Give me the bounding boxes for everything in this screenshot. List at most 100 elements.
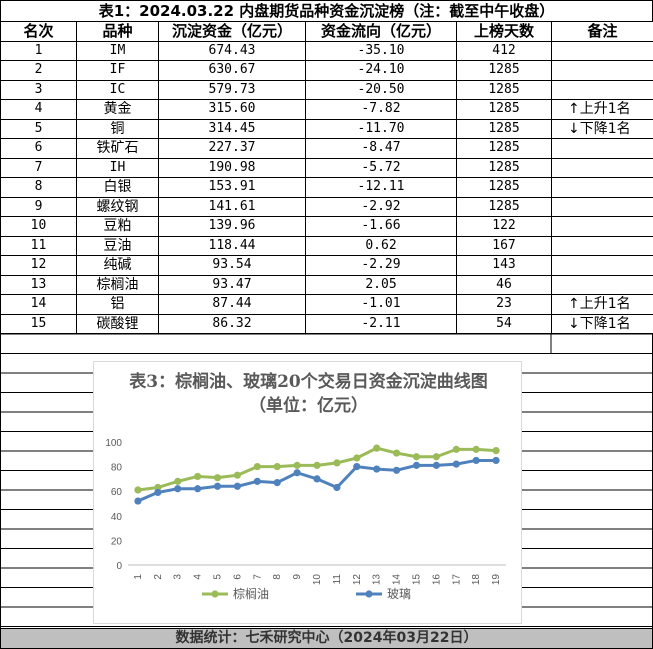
table-row: 5 铜 314.45 -11.70 1285 ↓下降1名: [0, 118, 653, 139]
y-tick-label: 20: [111, 536, 123, 547]
capital-cell: 139.96: [158, 216, 306, 237]
capital-cell: 87.44: [158, 294, 306, 315]
data-point: [412, 453, 421, 461]
rank-cell: 11: [0, 235, 77, 256]
flow-cell: -24.10: [305, 60, 457, 81]
capital-cell: 227.37: [158, 138, 306, 159]
remark-cell: ↓下降1名: [551, 118, 653, 139]
capital-cell: 153.91: [158, 177, 306, 198]
capital-cell: 118.44: [158, 235, 306, 256]
table-row: 13 棕榈油 93.47 2.05 46: [0, 274, 653, 295]
data-point: [452, 460, 460, 468]
remark-cell: [551, 235, 653, 256]
table-title: 表1：2024.03.22 内盘期货品种资金沉淀榜（注：截至中午收盘）: [0, 0, 653, 21]
x-tick-label: 2: [153, 574, 164, 580]
table-row: 6 铁矿石 227.37 -8.47 1285: [0, 138, 653, 159]
x-tick-label: 13: [372, 574, 383, 586]
data-point: [134, 497, 142, 505]
data-point: [472, 456, 480, 465]
table-row: 9 螺纹钢 141.61 -2.92 1285: [0, 196, 653, 217]
chart-panel: 表3：棕榈油、玻璃20个交易日资金沉淀曲线图（单位：亿元） 0 20 40 60 80 1…: [93, 361, 522, 624]
x-tick-label: 18: [471, 574, 482, 586]
variety-cell: 黄金: [76, 99, 159, 120]
rank-cell: 13: [0, 274, 77, 295]
y-tick-label: 60: [111, 487, 123, 498]
variety-cell: 豆粕: [76, 216, 159, 237]
capital-cell: 86.32: [158, 313, 306, 334]
chart-title: 表3：棕榈油、玻璃20个交易日资金沉淀曲线图（单位：亿元）: [129, 372, 488, 416]
data-point: [492, 447, 500, 455]
table-row: 3 IC 579.73 -20.50 1285: [0, 79, 653, 100]
x-tick-label: 9: [292, 574, 303, 580]
flow-cell: -2.92: [305, 196, 457, 217]
days-cell: 54: [456, 313, 552, 334]
x-tick-label: 3: [173, 574, 184, 580]
data-point: [412, 461, 421, 469]
legend-label: 棕榈油: [233, 586, 269, 601]
x-tick-label: 15: [411, 574, 422, 586]
data-point: [392, 466, 401, 474]
data-point: [313, 475, 321, 483]
ranking-table: 名次 品种 沉淀资金（亿元） 资金流向（亿元） 上榜天数 备注 1 IM 674.4…: [0, 21, 653, 334]
capital-cell: 674.43: [158, 40, 306, 61]
table-row: 10 豆粕 139.96 -1.66 122: [0, 216, 653, 237]
rank-cell: 14: [0, 294, 77, 315]
rank-cell: 8: [0, 177, 77, 198]
data-point: [174, 485, 182, 493]
data-point: [313, 461, 321, 469]
days-cell: 412: [456, 40, 552, 61]
variety-cell: 棕榈油: [76, 274, 159, 295]
data-point: [273, 463, 281, 471]
table-row: 7 IH 190.98 -5.72 1285: [0, 157, 653, 178]
variety-cell: IF: [76, 60, 159, 81]
days-cell: 1285: [456, 157, 552, 178]
variety-cell: IH: [76, 157, 159, 178]
capital-cell: 314.45: [158, 118, 306, 139]
data-point: [213, 474, 222, 482]
variety-cell: 纯碱: [76, 255, 159, 276]
rank-cell: 2: [0, 60, 77, 81]
variety-cell: 铝: [76, 294, 159, 315]
capital-cell: 141.61: [158, 196, 306, 217]
rank-cell: 5: [0, 118, 77, 139]
data-point: [253, 463, 261, 471]
data-point: [392, 449, 401, 457]
x-tick-label: 4: [193, 574, 204, 580]
flow-cell: -5.72: [305, 157, 457, 178]
variety-cell: 白银: [76, 177, 159, 198]
capital-cell: 315.60: [158, 99, 306, 120]
flow-cell: 2.05: [305, 274, 457, 295]
x-tick-label: 11: [332, 574, 343, 585]
x-tick-label: 1: [133, 574, 144, 580]
x-tick-label: 7: [252, 574, 263, 580]
capital-cell: 630.67: [158, 60, 306, 81]
days-cell: 1285: [456, 196, 552, 217]
table-row: 14 铝 87.44 -1.01 23 ↑上升1名: [0, 294, 653, 315]
table-header-row: 名次 品种 沉淀资金（亿元） 资金流向（亿元） 上榜天数 备注: [0, 21, 653, 42]
data-point: [373, 465, 381, 473]
capital-cell: 579.73: [158, 79, 306, 100]
data-point: [134, 486, 142, 494]
table-row: 4 黄金 315.60 -7.82 1285 ↑上升1名: [0, 99, 653, 120]
data-point: [432, 453, 440, 461]
remark-cell: [551, 255, 653, 276]
data-point: [293, 469, 301, 477]
flow-cell: -11.70: [305, 118, 457, 139]
flow-cell: -2.29: [305, 255, 457, 276]
legend-swatch-marker: [365, 590, 373, 598]
y-tick-label: 80: [111, 463, 123, 474]
remark-cell: ↑上升1名: [551, 294, 653, 315]
rank-cell: 4: [0, 99, 77, 120]
variety-cell: IC: [76, 79, 159, 100]
days-cell: 167: [456, 235, 552, 256]
data-point: [194, 485, 202, 493]
flow-cell: -7.82: [305, 99, 457, 120]
flow-cell: -1.01: [305, 294, 457, 315]
flow-cell: -35.10: [305, 40, 457, 61]
flow-cell: -12.11: [305, 177, 457, 198]
capital-cell: 190.98: [158, 157, 306, 178]
days-cell: 1285: [456, 118, 552, 139]
rank-cell: 1: [0, 40, 77, 61]
table-row: 8 白银 153.91 -12.11 1285: [0, 177, 653, 198]
days-cell: 1285: [456, 79, 552, 100]
